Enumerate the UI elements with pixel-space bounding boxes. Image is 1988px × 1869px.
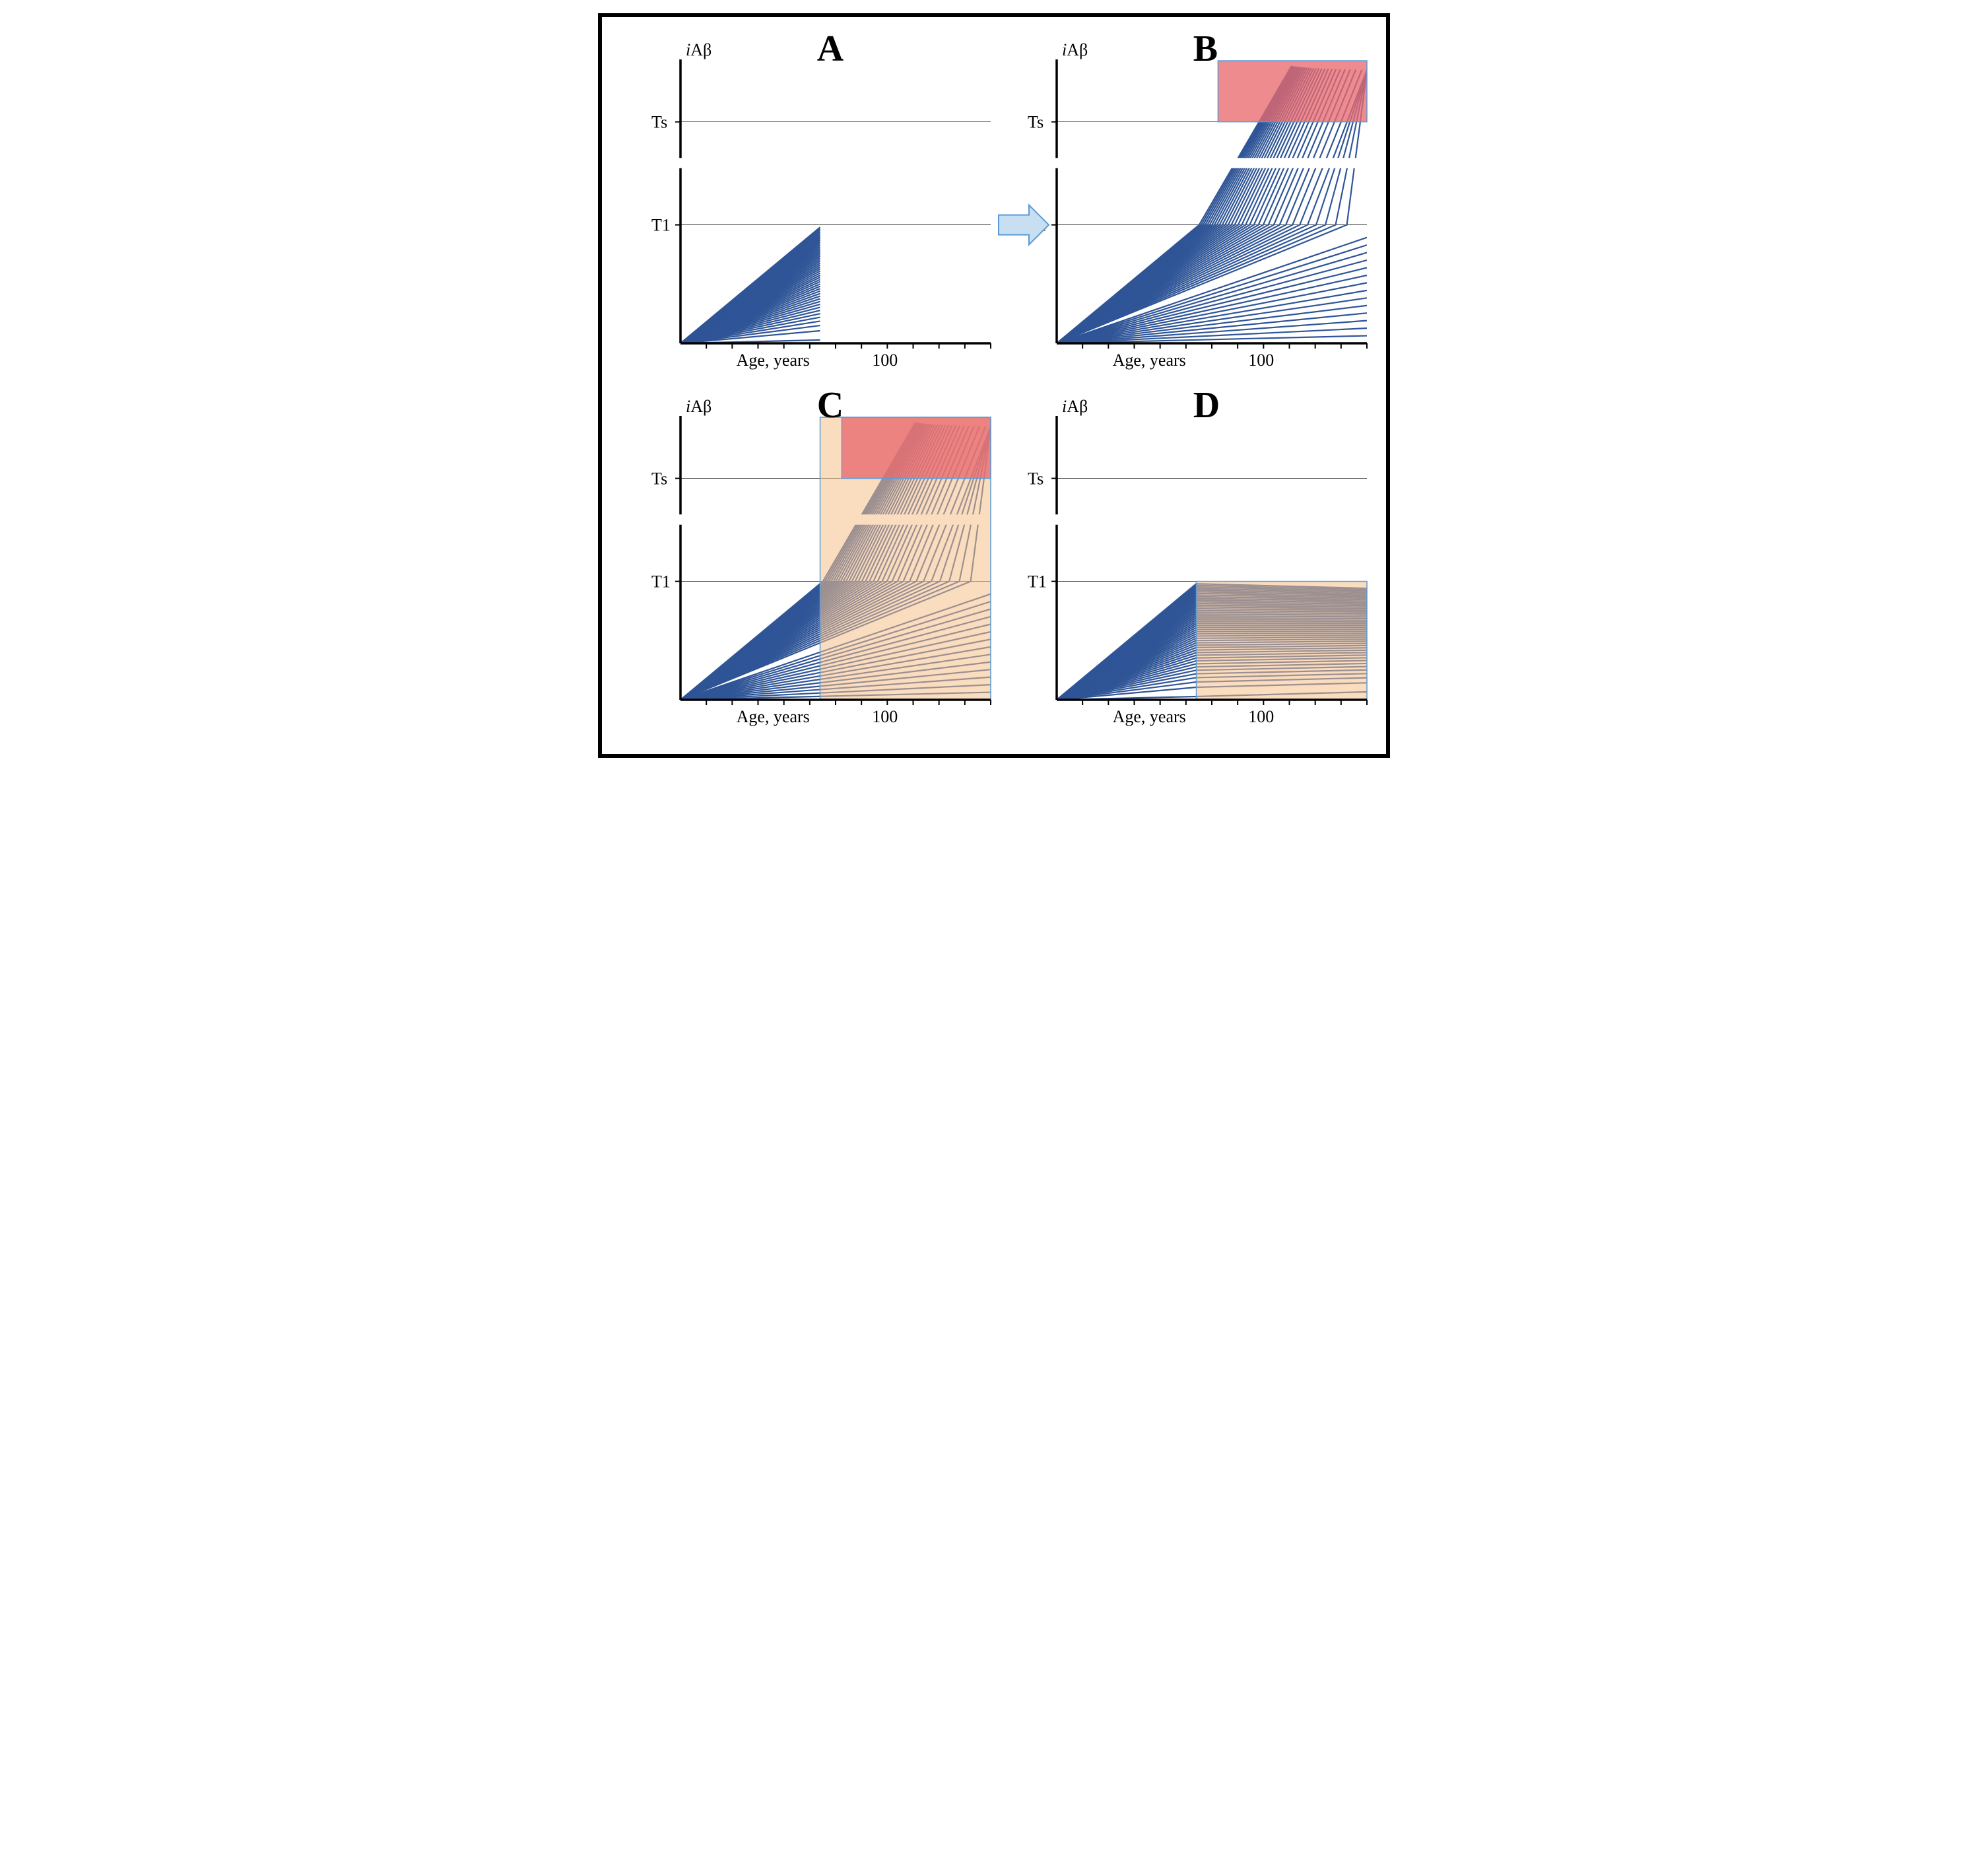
figure-svg: iAβ Ts T1 Age, years 100 AiAβ Ts T1 Age, years 10… [598, 13, 1390, 758]
svg-text:iAβ: iAβ [686, 40, 712, 59]
svg-text:D: D [1193, 385, 1220, 426]
svg-text:T1: T1 [651, 216, 671, 235]
figure-frame: iAβ Ts T1 Age, years 100 AiAβ Ts T1 Age, years 10… [0, 13, 1988, 758]
svg-text:iAβ: iAβ [1062, 40, 1088, 59]
svg-text:A: A [817, 28, 844, 69]
svg-text:T1: T1 [651, 572, 671, 592]
svg-text:C: C [817, 385, 844, 426]
svg-text:Ts: Ts [1028, 469, 1044, 489]
svg-text:Ts: Ts [651, 113, 667, 132]
svg-text:Age, years: Age, years [1113, 351, 1186, 370]
svg-text:T1: T1 [1028, 572, 1047, 592]
svg-text:Age, years: Age, years [737, 351, 810, 370]
svg-text:100: 100 [1248, 707, 1274, 726]
svg-text:iAβ: iAβ [686, 397, 712, 416]
svg-text:B: B [1193, 28, 1218, 69]
svg-text:Age, years: Age, years [737, 707, 810, 726]
svg-text:100: 100 [1248, 351, 1274, 370]
svg-text:100: 100 [872, 707, 898, 726]
svg-text:100: 100 [872, 351, 898, 370]
svg-text:Age, years: Age, years [1113, 707, 1186, 726]
svg-text:iAβ: iAβ [1062, 397, 1088, 416]
svg-text:Ts: Ts [651, 469, 667, 489]
svg-text:Ts: Ts [1028, 113, 1044, 132]
